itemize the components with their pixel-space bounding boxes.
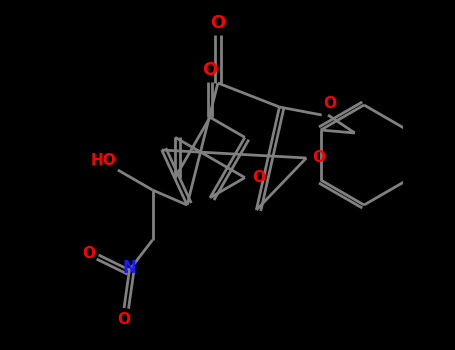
Text: O: O	[313, 150, 326, 166]
Text: O: O	[324, 97, 337, 112]
Text: O: O	[210, 14, 226, 32]
Text: N: N	[122, 259, 136, 277]
Text: O: O	[252, 170, 265, 185]
Text: O: O	[82, 246, 95, 261]
Text: O: O	[202, 62, 217, 79]
Text: HO: HO	[91, 153, 116, 168]
Text: O: O	[117, 312, 131, 327]
